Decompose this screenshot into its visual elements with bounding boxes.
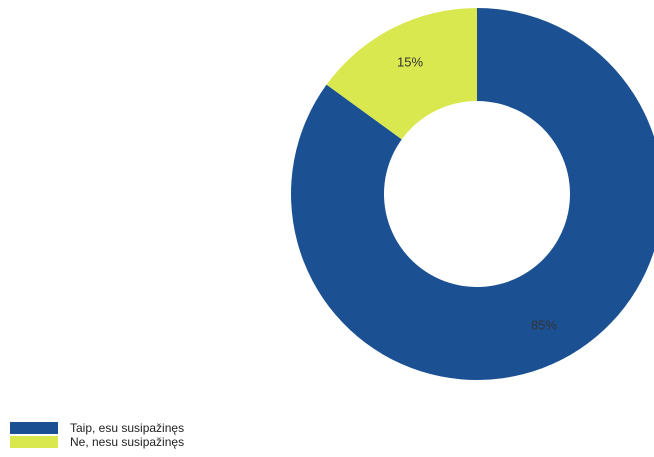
legend-item-taip[interactable]: Taip, esu susipažinęs [10, 421, 184, 435]
chart-slice-labels: 85% 15% [397, 55, 557, 333]
chart-slices [291, 8, 654, 380]
legend-label-ne: Ne, nesu susipažinęs [70, 435, 185, 449]
slice-value-label-0: 85% [531, 317, 557, 332]
legend-label-taip: Taip, esu susipažinęs [70, 421, 185, 435]
donut-slice-0[interactable] [291, 8, 654, 380]
legend-swatch-taip [10, 422, 58, 434]
legend-item-ne[interactable]: Ne, nesu susipažinęs [10, 435, 184, 449]
chart-legend: Taip, esu susipažinęs Ne, nesu susipažin… [10, 421, 184, 449]
slice-value-label-1: 15% [397, 55, 423, 70]
legend-swatch-ne [10, 436, 58, 448]
donut-slice-1[interactable] [326, 8, 477, 140]
